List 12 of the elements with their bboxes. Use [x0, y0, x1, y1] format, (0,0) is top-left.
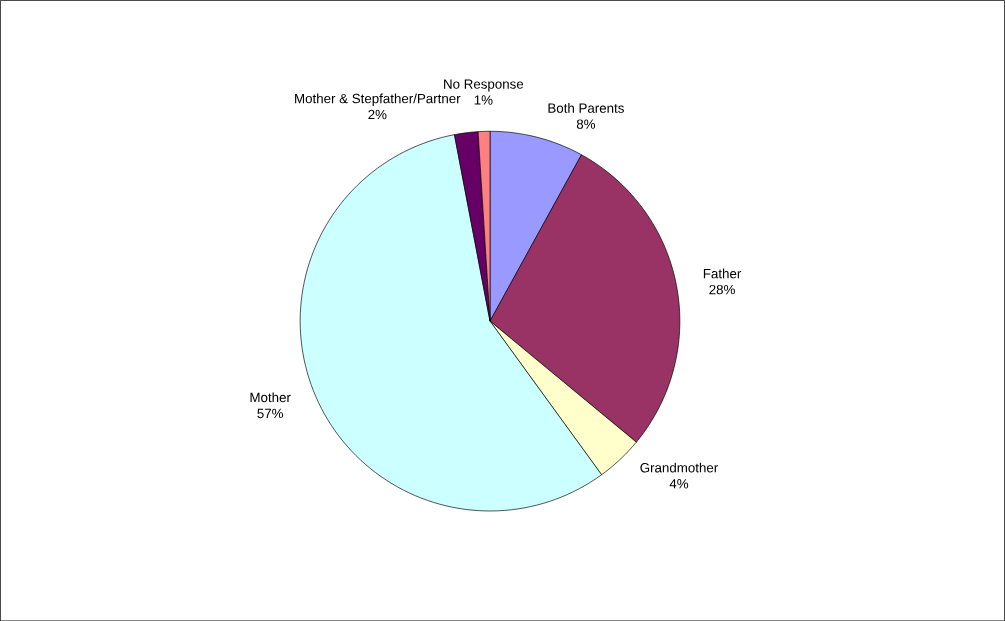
slice-label: No Response: [444, 79, 524, 92]
data-label: 2%: [368, 109, 387, 120]
data-label: 4%: [669, 478, 689, 489]
data-label: 28%: [709, 284, 735, 295]
data-label: 8%: [576, 119, 596, 129]
data-label: 1%: [474, 95, 493, 105]
slice-label: Grandmother: [640, 462, 718, 473]
slice-label: Both Parents: [548, 102, 624, 113]
slice-label: Mother & Stepfather/Partner: [295, 93, 461, 106]
data-label: 57%: [257, 408, 284, 419]
slice-label: Mother: [250, 392, 291, 403]
slice-label: Father: [703, 268, 742, 279]
